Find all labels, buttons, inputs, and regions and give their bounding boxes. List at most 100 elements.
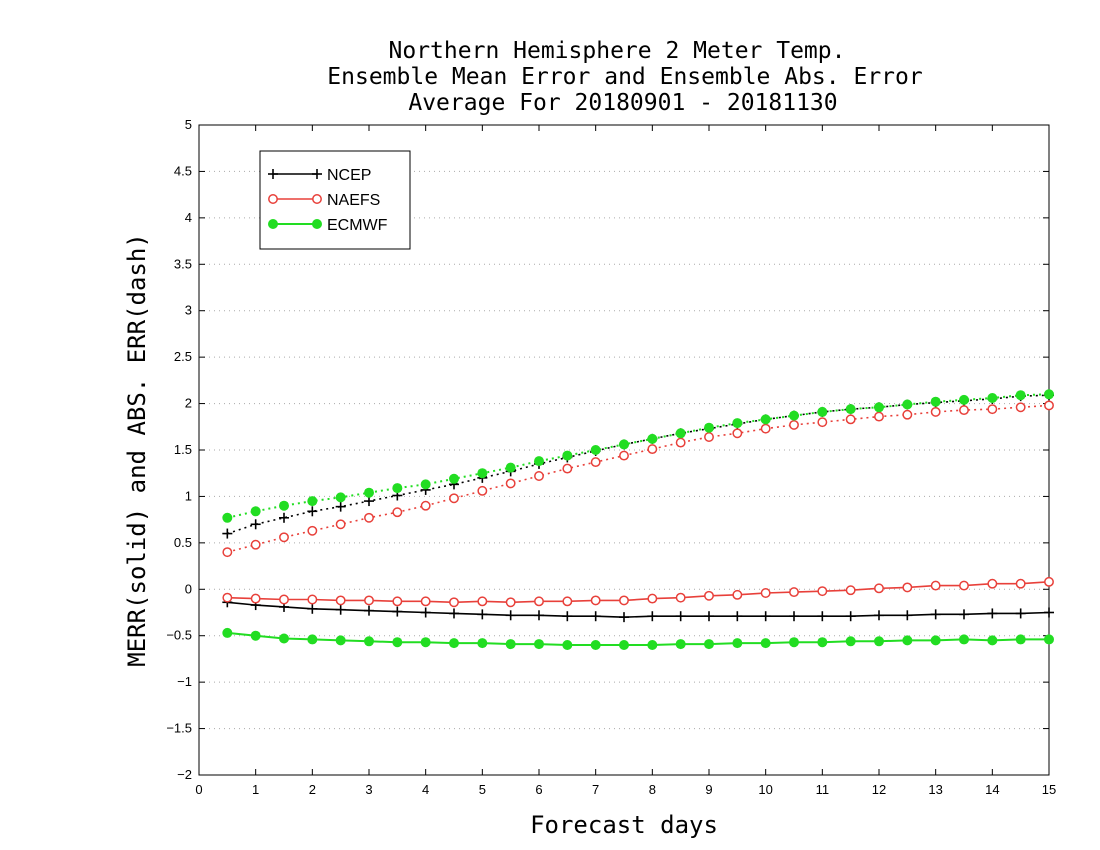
merr-point bbox=[987, 608, 998, 619]
y-tick-label: 3 bbox=[185, 303, 192, 318]
merr-point bbox=[364, 636, 374, 647]
abs-err-point bbox=[307, 506, 318, 517]
merr-point bbox=[619, 612, 629, 623]
merr-point bbox=[760, 588, 771, 598]
merr-point bbox=[250, 593, 261, 604]
merr-point bbox=[477, 609, 488, 620]
merr-point bbox=[1044, 607, 1054, 618]
legend: NCEP NAEFS ECMWF bbox=[259, 150, 411, 250]
merr-point bbox=[930, 609, 941, 620]
merr-point bbox=[1015, 578, 1026, 589]
legend-marker bbox=[268, 194, 278, 204]
x-axis-label: Forecast days bbox=[530, 811, 718, 839]
abs-err-point bbox=[619, 439, 629, 450]
x-tick-label: 8 bbox=[649, 782, 656, 797]
merr-point bbox=[222, 592, 233, 603]
merr-point bbox=[534, 596, 544, 607]
abs-err-point bbox=[364, 496, 374, 507]
merr-point bbox=[307, 603, 318, 614]
abs-err-point bbox=[760, 414, 771, 425]
merr-point bbox=[534, 639, 544, 650]
merr-point bbox=[902, 582, 913, 593]
legend-label: NCEP bbox=[327, 167, 371, 184]
abs-err-point bbox=[647, 444, 658, 455]
merr-point bbox=[874, 636, 884, 647]
abs-err-point bbox=[250, 519, 261, 530]
legend-box bbox=[259, 150, 411, 250]
abs-err-point bbox=[704, 432, 714, 442]
abs-err-point bbox=[987, 404, 998, 415]
x-tick-label: 7 bbox=[592, 782, 599, 797]
abs-err-point bbox=[477, 485, 488, 496]
legend-marker bbox=[268, 219, 278, 229]
abs-err-point bbox=[222, 528, 233, 539]
abs-err-point bbox=[1044, 389, 1054, 400]
merr-point bbox=[449, 638, 459, 649]
merr-point bbox=[477, 638, 488, 649]
legend-marker bbox=[312, 169, 322, 179]
abs-err-point bbox=[732, 428, 743, 439]
x-tick-label: 6 bbox=[535, 782, 542, 797]
merr-point bbox=[959, 609, 969, 620]
merr-point bbox=[987, 635, 998, 646]
abs-err-point bbox=[675, 437, 686, 448]
x-tick-label: 2 bbox=[309, 782, 316, 797]
merr-point bbox=[845, 636, 856, 647]
merr-point bbox=[590, 640, 601, 650]
y-tick-label: 0 bbox=[185, 581, 192, 596]
merr-point bbox=[987, 578, 998, 589]
y-tick-label: 5 bbox=[185, 117, 192, 132]
x-tick-label: 1 bbox=[252, 782, 259, 797]
merr-point bbox=[959, 580, 969, 591]
abs-err-point bbox=[874, 402, 884, 413]
y-tick-label: 1 bbox=[185, 488, 192, 503]
merr-point bbox=[704, 590, 714, 601]
merr-point bbox=[335, 595, 346, 606]
merr-point bbox=[817, 611, 828, 622]
abs-err-point bbox=[619, 450, 629, 461]
abs-err-point bbox=[364, 487, 374, 498]
merr-point bbox=[420, 607, 431, 618]
merr-point bbox=[675, 611, 686, 622]
abs-err-point bbox=[817, 406, 828, 417]
merr-point bbox=[704, 639, 714, 650]
merr-point bbox=[732, 589, 743, 600]
y-tick-label: −1 bbox=[177, 674, 192, 689]
merr-point bbox=[279, 633, 289, 644]
abs-err-point bbox=[307, 496, 318, 507]
merr-point bbox=[335, 604, 346, 615]
abs-err-point bbox=[845, 414, 856, 425]
y-tick-label: −1.5 bbox=[166, 721, 192, 736]
abs-err-point bbox=[789, 410, 799, 421]
merr-point bbox=[1015, 634, 1026, 645]
merr-point bbox=[449, 608, 459, 619]
x-tick-label: 4 bbox=[422, 782, 429, 797]
abs-err-point bbox=[392, 507, 403, 518]
abs-err-point bbox=[704, 422, 714, 433]
abs-err-point bbox=[590, 445, 601, 455]
abs-err-point bbox=[789, 419, 799, 430]
abs-err-point bbox=[307, 525, 318, 536]
abs-err-point bbox=[959, 394, 969, 405]
merr-point bbox=[505, 610, 516, 621]
x-tick-label: 10 bbox=[758, 782, 772, 797]
merr-point bbox=[307, 634, 318, 645]
abs-err-point bbox=[279, 512, 289, 523]
series-ecmwf bbox=[222, 389, 1054, 650]
y-tick-label: −2 bbox=[177, 767, 192, 782]
abs-err-point bbox=[902, 399, 913, 410]
abs-err-point bbox=[987, 393, 998, 403]
merr-point bbox=[364, 595, 374, 606]
merr-point bbox=[817, 637, 828, 648]
y-tick-label: 0.5 bbox=[174, 535, 192, 550]
merr-point bbox=[420, 596, 431, 607]
merr-point bbox=[222, 627, 233, 638]
y-tick-label: −0.5 bbox=[166, 628, 192, 643]
x-tick-label: 3 bbox=[365, 782, 372, 797]
merr-point bbox=[789, 611, 799, 622]
merr-point bbox=[477, 596, 488, 607]
gridlines bbox=[199, 170, 1049, 730]
abs-err-point bbox=[874, 411, 884, 422]
x-tick-label: 9 bbox=[705, 782, 712, 797]
abs-err-point bbox=[760, 423, 771, 434]
